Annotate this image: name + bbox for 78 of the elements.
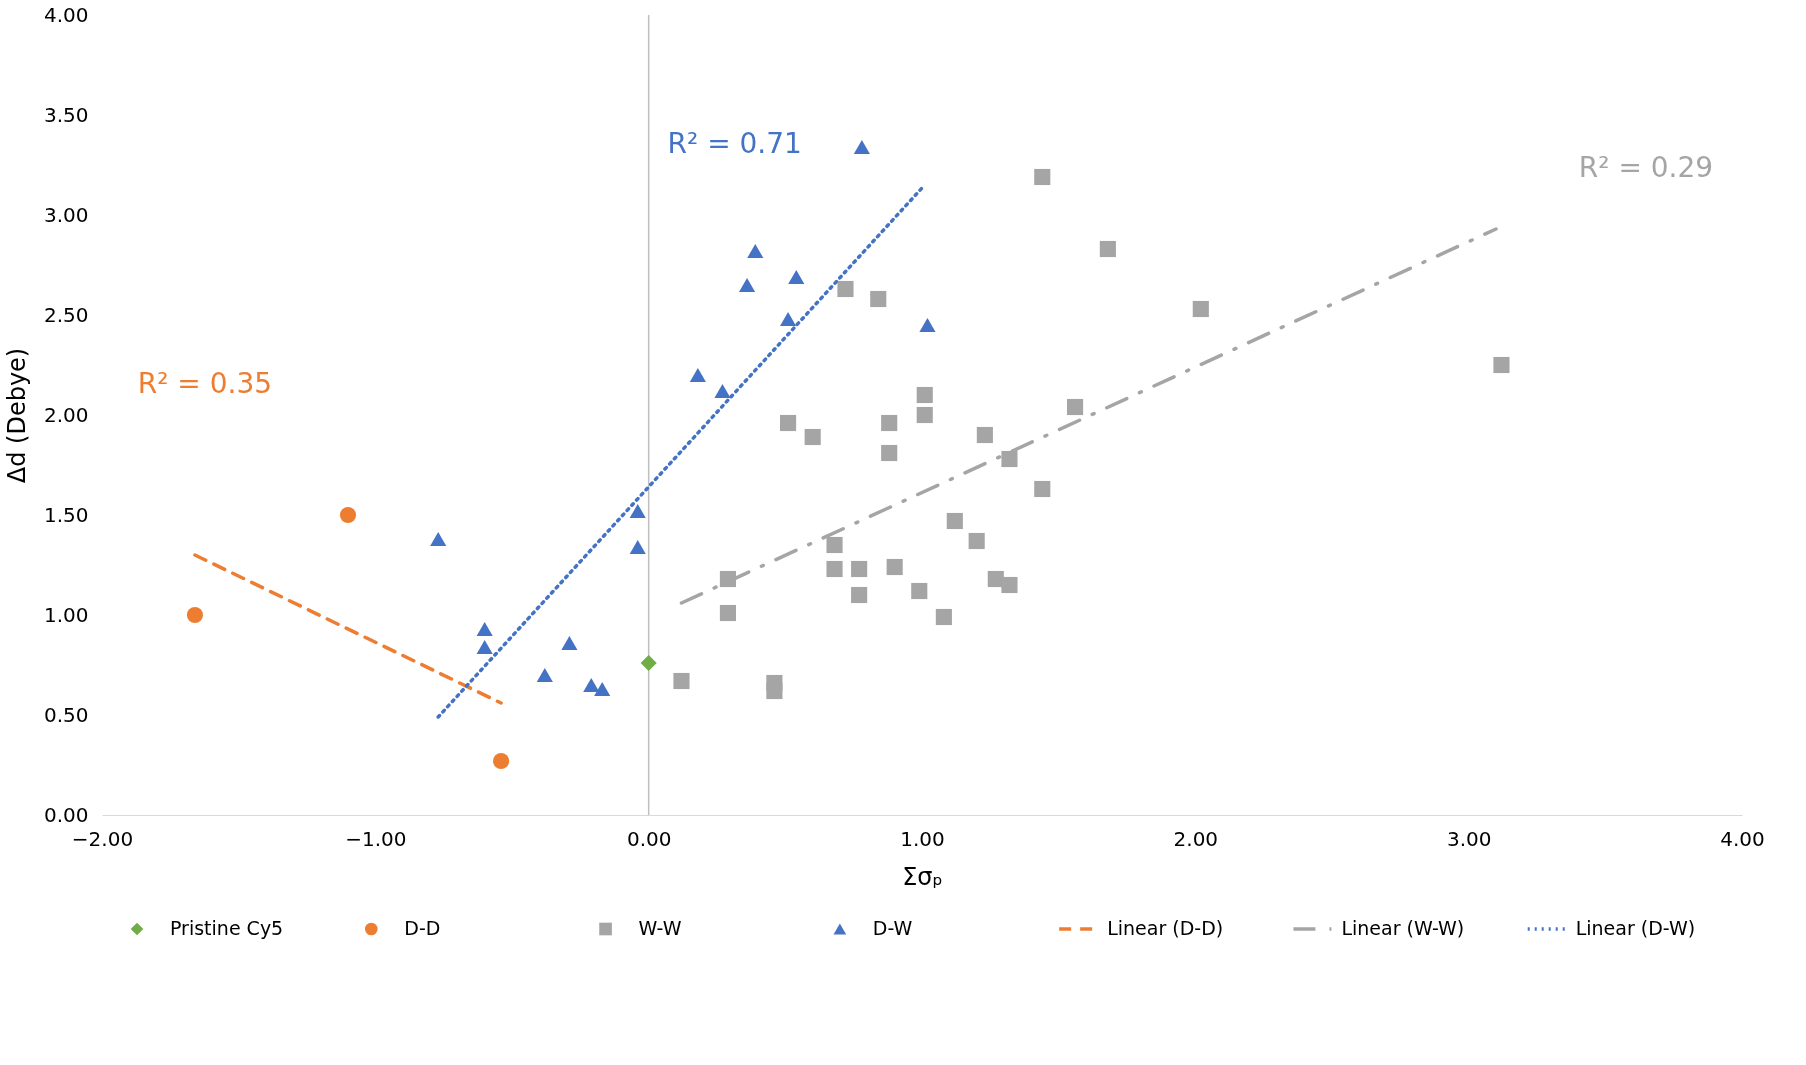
point xyxy=(186,606,203,624)
point xyxy=(673,672,690,690)
y-tick-label: 4.00 xyxy=(43,2,89,27)
y-tick-label: 1.00 xyxy=(43,602,89,627)
point xyxy=(766,682,783,700)
y-tick-label: 2.00 xyxy=(43,402,89,427)
point xyxy=(1034,168,1051,186)
x-tick-label: −2.00 xyxy=(71,826,134,851)
point xyxy=(640,654,657,672)
point xyxy=(1192,300,1209,318)
point xyxy=(881,414,898,432)
point xyxy=(493,752,510,770)
point xyxy=(826,560,843,578)
point xyxy=(916,406,933,424)
y-tick-label: 0.00 xyxy=(43,802,89,827)
legend-label: Pristine Cy5 xyxy=(170,917,284,939)
y-tick-label: 3.50 xyxy=(43,102,89,127)
x-tick-label: 4.00 xyxy=(1720,826,1765,851)
point xyxy=(1001,450,1018,468)
x-tick-label: −1.00 xyxy=(345,826,407,851)
point xyxy=(583,678,600,692)
point xyxy=(935,608,952,626)
point xyxy=(837,280,854,298)
legend-label: Linear (D-W) xyxy=(1575,917,1696,939)
y-tick-label: 0.50 xyxy=(43,702,89,727)
x-tick-label: 0.00 xyxy=(626,826,672,851)
point xyxy=(886,558,903,576)
point xyxy=(826,536,843,554)
y-axis-title: Δd (Debye) xyxy=(2,347,31,484)
point xyxy=(719,604,736,622)
point xyxy=(881,444,898,462)
point xyxy=(780,414,797,432)
point xyxy=(1034,480,1051,498)
point xyxy=(629,504,646,518)
legend-label: Linear (D-D) xyxy=(1107,917,1224,939)
legend-label: Linear (W-W) xyxy=(1341,917,1465,939)
x-tick-label: 3.00 xyxy=(1446,826,1492,851)
point xyxy=(788,270,805,284)
point xyxy=(714,384,731,398)
point xyxy=(851,560,868,578)
point xyxy=(946,512,963,530)
point xyxy=(911,582,928,600)
point xyxy=(804,428,821,446)
annotation: R² = 0.71 xyxy=(667,127,802,160)
point xyxy=(1493,356,1510,374)
annotation: R² = 0.35 xyxy=(137,367,273,400)
point xyxy=(430,532,447,546)
x-tick-label: 2.00 xyxy=(1173,826,1219,851)
y-tick-label: 3.00 xyxy=(43,202,89,227)
x-axis-title: Σσₚ xyxy=(902,862,943,891)
point xyxy=(853,140,870,154)
point xyxy=(339,506,357,524)
point xyxy=(594,682,611,696)
point xyxy=(919,318,936,332)
x-tick-label: 1.00 xyxy=(900,826,945,851)
point xyxy=(968,532,985,550)
point xyxy=(870,290,887,308)
point xyxy=(747,244,764,258)
point xyxy=(916,386,933,404)
y-tick-label: 2.50 xyxy=(43,302,89,327)
legend-label: D-W xyxy=(872,917,913,939)
point xyxy=(739,278,756,292)
point xyxy=(536,668,553,682)
point xyxy=(976,426,993,444)
legend-label: D-D xyxy=(404,917,441,939)
point xyxy=(1001,576,1018,594)
legend-label: W-W xyxy=(638,917,682,939)
point xyxy=(851,586,868,604)
point xyxy=(689,368,706,382)
y-tick-label: 1.50 xyxy=(43,502,89,527)
point xyxy=(1067,398,1084,416)
point xyxy=(1099,240,1116,258)
point xyxy=(780,312,797,326)
point xyxy=(561,636,578,650)
point xyxy=(629,540,646,554)
point xyxy=(476,622,493,636)
point xyxy=(476,640,493,654)
annotation: R² = 0.29 xyxy=(1578,151,1714,184)
